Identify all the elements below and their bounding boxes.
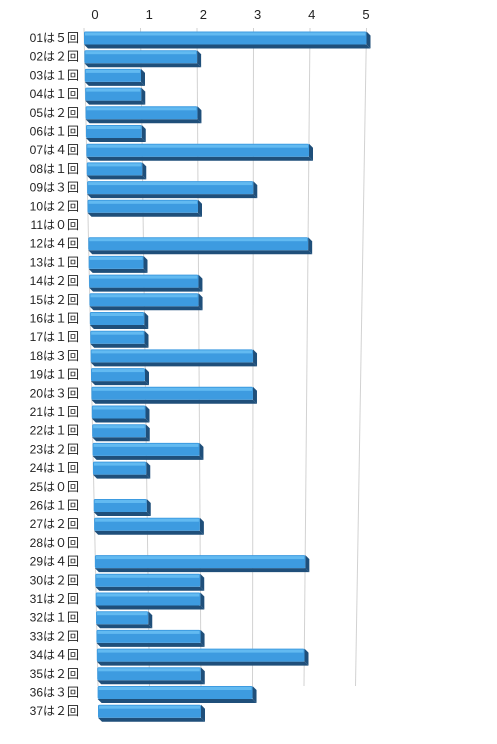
x-tick-label: 0 [91,7,98,22]
grid-line-5 [355,27,367,687]
category-label: 35は２回 [30,667,79,681]
bar [84,31,371,49]
category-label: 30は２回 [30,573,79,587]
bar [87,181,258,199]
category-label: 11は０回 [31,218,79,232]
bar [84,68,145,86]
x-tick-label: 2 [200,7,207,22]
category-labels: 01は５回 02は２回 03は１回 04は１回 05は２回 06は１回 07は４回 08は１回… [30,31,79,718]
bar [89,312,149,329]
category-label: 16は１回 [30,312,79,326]
category-label: 08は１回 [30,162,79,176]
category-label: 22は１回 [30,424,79,438]
bar [96,611,153,629]
x-tick-label: 4 [308,7,315,22]
category-label: 20は３回 [30,386,79,400]
bar [94,555,310,573]
bar [88,255,148,273]
category-label: 17は１回 [30,330,79,344]
bar [92,461,151,479]
bar [91,386,257,404]
category-label: 25は０回 [30,480,79,494]
bar [90,349,258,367]
bar [92,424,150,442]
bar [85,106,202,124]
x-tick-label: 5 [362,7,369,22]
bar [85,125,146,142]
x-tick-label: 1 [146,7,153,22]
bar [88,237,313,255]
bars [84,31,371,722]
category-label: 01は５回 [30,31,79,45]
category-label: 32は１回 [30,611,79,625]
category-label: 36は３回 [30,686,79,700]
category-label: 12は４回 [30,237,79,251]
bar [97,667,205,685]
bar [97,686,257,703]
x-tick-label: 3 [254,7,261,22]
category-label: 19は１回 [30,368,79,382]
category-label: 37は２回 [30,704,79,718]
bar [96,629,205,647]
grid-line-4 [303,27,311,687]
category-label: 07は４回 [30,143,79,157]
bar [86,143,313,161]
bar [85,87,146,105]
bar [95,592,205,610]
category-label: 28は０回 [30,536,79,550]
bar [98,704,205,722]
category-label: 03は１回 [30,68,79,82]
category-label: 33は２回 [30,629,79,643]
bar [87,199,202,217]
bar [90,330,149,348]
category-label: 31は２回 [30,592,79,606]
category-label: 23は２回 [30,442,79,456]
category-label: 04は１回 [30,87,79,101]
bar [96,648,309,666]
category-label: 27は２回 [30,517,79,531]
category-label: 15は２回 [30,293,79,307]
category-label: 10は２回 [30,199,79,213]
category-label: 05は２回 [30,106,79,120]
bar [92,442,204,460]
bar [94,517,204,535]
category-label: 06は１回 [30,125,79,139]
category-label: 26は１回 [30,499,79,513]
category-label: 34は４回 [30,648,79,662]
category-label: 13は１回 [30,255,79,269]
x-axis-ticks: 0 1 2 3 4 5 [91,7,369,22]
bar [91,368,149,386]
category-label: 24は１回 [30,461,79,475]
bar [95,573,205,591]
bar [89,274,203,292]
bar [91,405,150,423]
category-label: 21は１回 [30,405,79,419]
bar [93,499,151,516]
bar [84,50,202,68]
bar [89,293,203,311]
category-label: 14は２回 [30,274,79,288]
category-label: 02は２回 [30,50,79,64]
category-label: 29は４回 [30,555,79,569]
bar [86,162,147,180]
category-label: 18は３回 [30,349,79,363]
category-label: 09は３回 [30,181,79,195]
